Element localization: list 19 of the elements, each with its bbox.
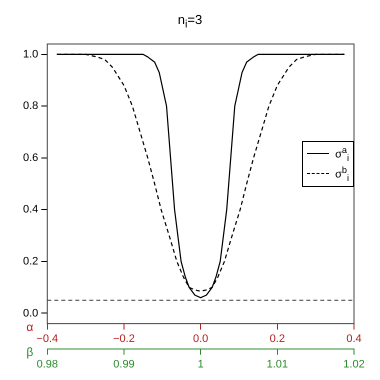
x2-tick-label: 1.02 — [343, 358, 365, 370]
chart-title: n$_{i}$=3 — [176, 12, 204, 31]
x2-tick-label: 0.99 — [113, 358, 135, 370]
x2-axis-title: β — [26, 345, 34, 360]
x-axis-title: α — [26, 320, 34, 334]
x-tick-label: 0.4 — [346, 333, 362, 346]
y-tick-label: 0.6 — [22, 152, 38, 164]
x2-tick-label: 1.01 — [266, 358, 288, 370]
x-tick-label: 0.0 — [192, 333, 208, 346]
y-tick-label: 0.2 — [22, 256, 38, 268]
y-tick-label: 0.4 — [22, 204, 38, 216]
y-tick-label: 1.0 — [22, 48, 38, 60]
x2-tick-label: 1 — [198, 358, 204, 370]
x-tick-label: −0.2 — [113, 333, 135, 346]
x-tick-label: 0.2 — [270, 333, 285, 346]
x-tick-label: −0.4 — [36, 333, 58, 346]
y-tick-label: 0.8 — [22, 100, 38, 112]
x2-tick-label: 0.98 — [36, 358, 58, 370]
y-tick-label: 0.0 — [22, 307, 38, 320]
